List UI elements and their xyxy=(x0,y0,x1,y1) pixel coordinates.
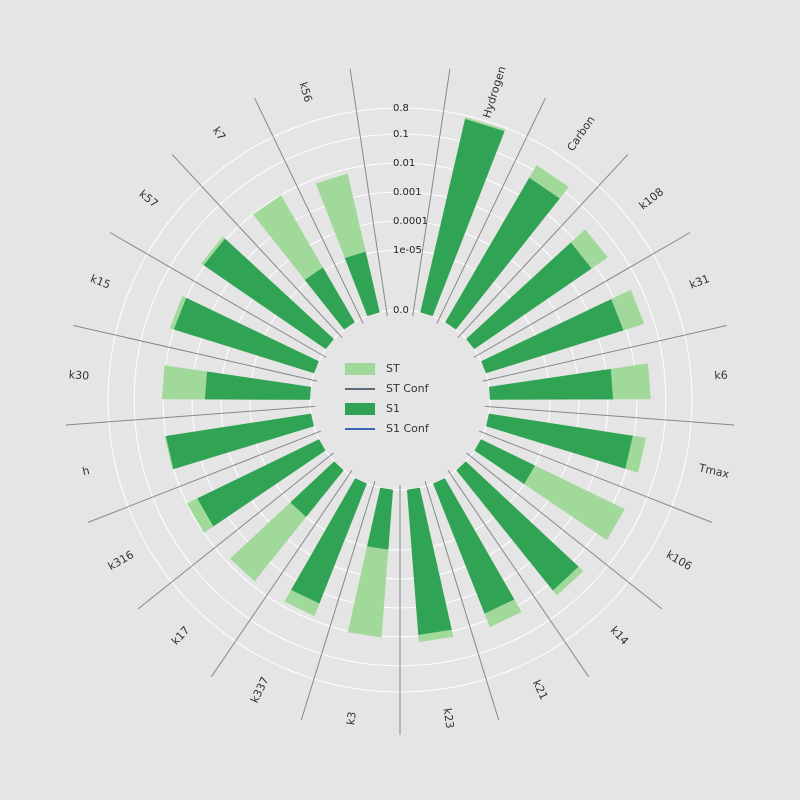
category-label: k56 xyxy=(296,81,314,104)
bar xyxy=(474,439,535,485)
category-label: k14 xyxy=(608,624,631,648)
divider-line xyxy=(73,324,318,382)
bar xyxy=(165,413,314,470)
category-label: k30 xyxy=(68,368,89,382)
bar xyxy=(481,299,624,374)
divider-line xyxy=(412,68,451,317)
bar xyxy=(489,368,614,400)
legend-label: S1 Conf xyxy=(386,422,430,435)
category-label: k23 xyxy=(441,707,457,729)
bar xyxy=(486,413,633,469)
bar xyxy=(406,487,452,635)
legend-swatch xyxy=(345,403,375,415)
legend-label: ST Conf xyxy=(386,382,430,395)
category-label: Hydrogen xyxy=(480,65,508,120)
divider-line xyxy=(482,324,727,382)
category-label: k6 xyxy=(714,368,728,382)
divider-line xyxy=(447,469,590,678)
bar xyxy=(466,242,592,350)
bar xyxy=(290,461,344,517)
category-label: Carbon xyxy=(564,114,597,154)
y-tick-label: 0.0001 xyxy=(393,216,428,227)
divider-line xyxy=(457,154,629,339)
category-label: k31 xyxy=(688,272,712,292)
category-label: k106 xyxy=(664,548,694,573)
legend-label: S1 xyxy=(386,402,400,415)
category-label: k3 xyxy=(344,711,359,726)
bar xyxy=(456,461,579,591)
bar xyxy=(433,478,515,614)
category-label: k108 xyxy=(637,185,667,212)
category-label: k337 xyxy=(248,675,272,705)
divider-line xyxy=(171,154,343,339)
bar xyxy=(291,478,367,604)
bar xyxy=(344,251,380,317)
category-label: k15 xyxy=(89,272,113,292)
divider-line xyxy=(300,481,376,721)
bar xyxy=(204,371,311,400)
y-tick-label: 0.01 xyxy=(393,158,415,169)
y-tick-label: 1e-05 xyxy=(393,245,422,256)
divider-line xyxy=(210,469,353,678)
divider-line xyxy=(466,452,663,610)
bar xyxy=(173,297,319,374)
bar xyxy=(367,487,394,550)
category-label: k17 xyxy=(169,624,192,648)
grid-circle xyxy=(309,309,491,491)
category-label: h xyxy=(81,464,91,478)
bar xyxy=(203,238,334,350)
category-label: k316 xyxy=(106,548,136,573)
bar xyxy=(420,119,505,317)
y-tick-label: 0.1 xyxy=(393,129,409,140)
divider-line xyxy=(349,68,388,317)
bar xyxy=(304,267,355,330)
category-label: k21 xyxy=(530,678,551,702)
y-tick-label: 0.0 xyxy=(393,305,409,316)
legend-swatch xyxy=(345,363,375,375)
divider-line xyxy=(65,405,316,426)
divider-line xyxy=(109,232,327,358)
bar xyxy=(197,439,326,527)
category-label: k7 xyxy=(210,124,228,142)
y-tick-label: 0.001 xyxy=(393,187,422,198)
legend-label: ST xyxy=(386,362,400,375)
divider-line xyxy=(137,452,334,610)
divider-line xyxy=(254,97,364,324)
divider-line xyxy=(87,430,322,523)
divider-line xyxy=(436,97,546,324)
divider-line xyxy=(473,232,691,358)
divider-line xyxy=(424,481,500,721)
divider-line xyxy=(478,430,713,523)
category-label: k57 xyxy=(137,187,161,210)
divider-line xyxy=(484,405,735,426)
category-label: Tmax xyxy=(697,461,731,481)
y-tick-label: 0.8 xyxy=(393,103,409,114)
bar xyxy=(445,177,560,330)
